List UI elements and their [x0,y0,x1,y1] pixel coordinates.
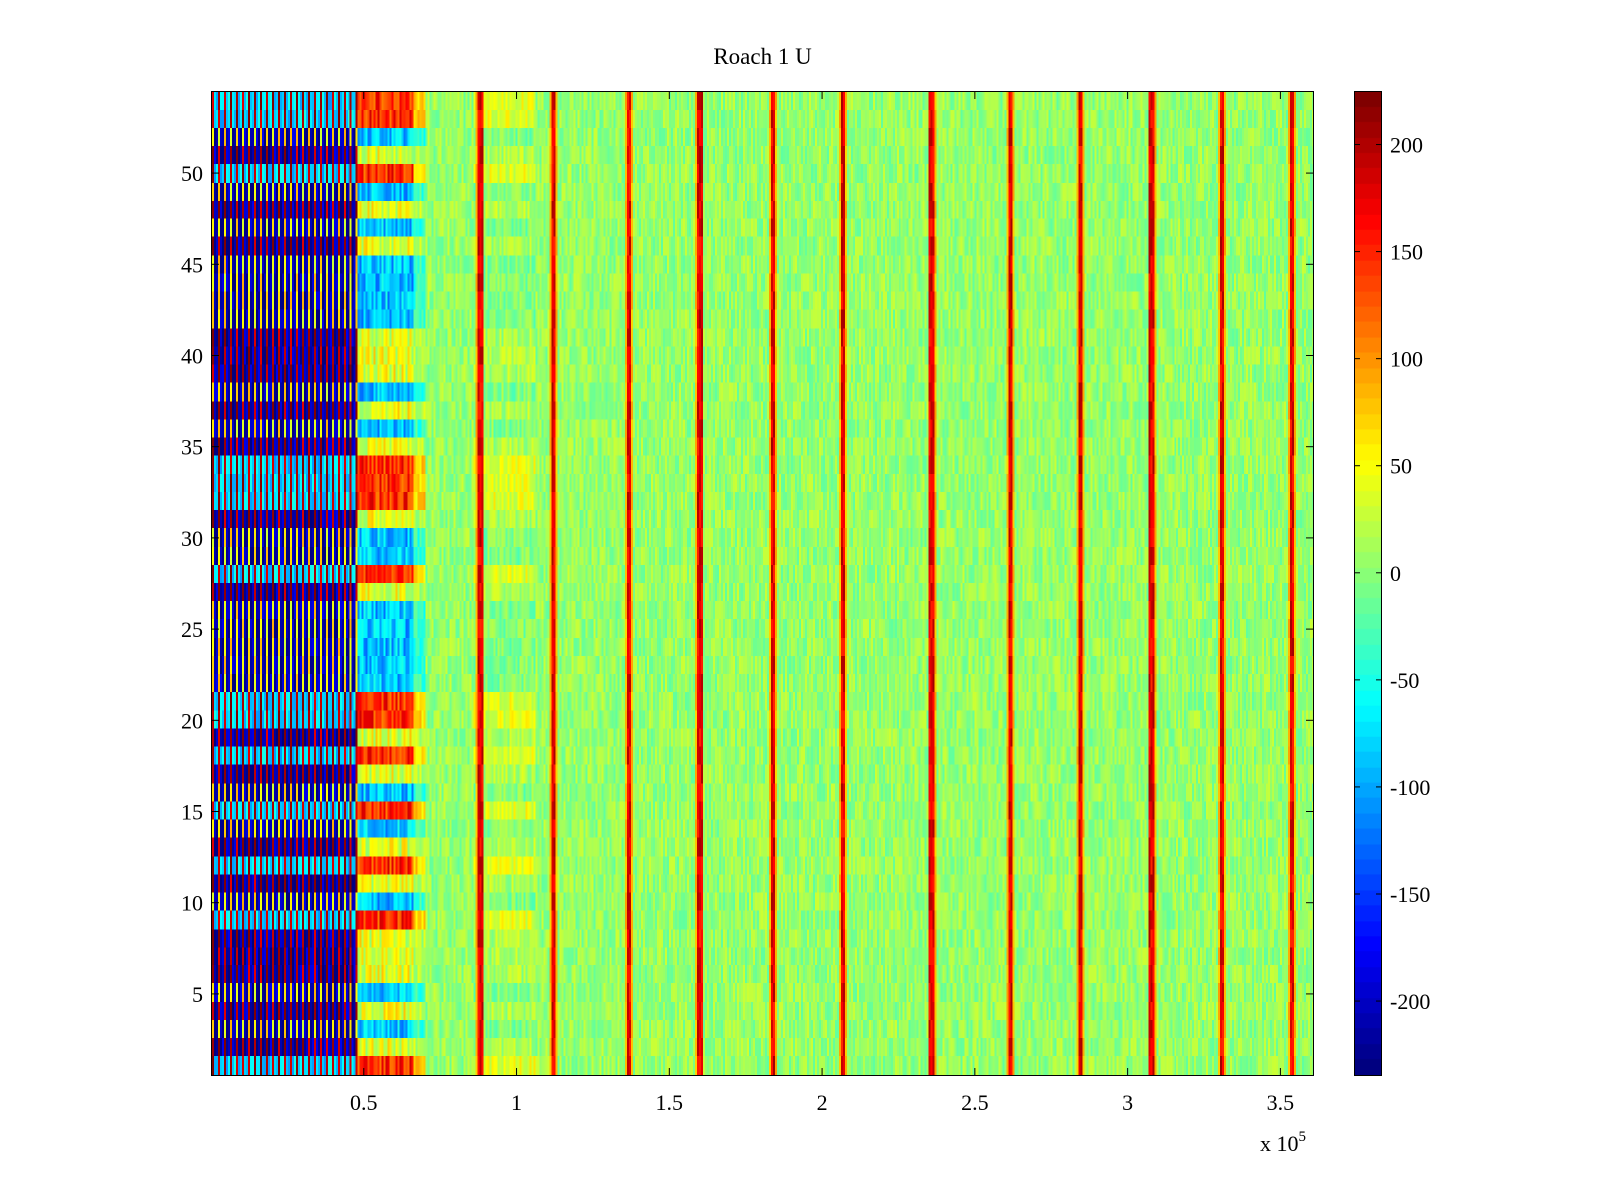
colorbar [1354,91,1382,1076]
y-tick-label: 10 [181,891,203,916]
x-tick-label: 2 [817,1090,828,1115]
x-multiplier-exponent: 5 [1299,1129,1307,1145]
chart-title: Roach 1 U [713,44,812,69]
heatmap-image [211,91,1314,1076]
x-multiplier-base: x 10 [1260,1131,1299,1156]
y-tick-label: 20 [181,708,203,733]
x-multiplier-label: x 105 [1260,1129,1306,1156]
y-tick-label: 30 [181,526,203,551]
colorbar-tick-label: 0 [1390,561,1401,586]
x-tick-label: 3.5 [1267,1090,1295,1115]
y-tick-label: 35 [181,435,203,460]
x-axis: 0.5 1 1.5 2 2.5 3 3.5 [350,91,1294,1115]
y-tick-label: 45 [181,252,203,277]
y-tick-label: 5 [192,982,203,1007]
x-tick-label: 1 [511,1090,522,1115]
y-tick-label: 25 [181,617,203,642]
x-tick-label: 1.5 [656,1090,684,1115]
y-tick-label: 40 [181,343,203,368]
colorbar-tick-label: -150 [1390,882,1430,907]
colorbar-tick-label: -50 [1390,668,1419,693]
colorbar-tick-label: -200 [1390,989,1430,1014]
x-tick-label: 0.5 [350,1090,378,1115]
colorbar-axis: 200 150 100 50 0 -50 -100 -150 -200 [1354,133,1430,1014]
colorbar-tick-label: -100 [1390,775,1430,800]
x-tick-label: 3 [1122,1090,1133,1115]
y-tick-label: 50 [181,161,203,186]
colorbar-tick-label: 50 [1390,454,1412,479]
x-tick-label: 2.5 [961,1090,989,1115]
colorbar-tick-label: 200 [1390,133,1423,158]
y-tick-label: 15 [181,800,203,825]
colorbar-tick-label: 100 [1390,347,1423,372]
y-axis: 5 10 15 20 25 30 35 40 45 50 [181,161,1314,1007]
colorbar-tick-label: 150 [1390,240,1423,265]
